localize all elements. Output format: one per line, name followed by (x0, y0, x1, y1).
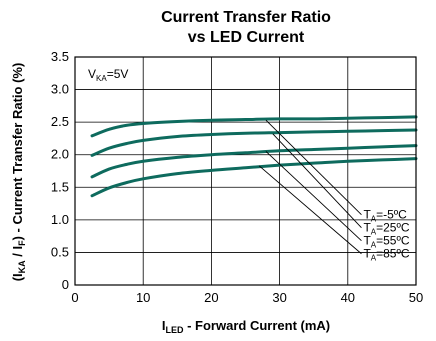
y-axis-label-p0: (I (10, 273, 25, 281)
y-tick-label: 3.0 (51, 82, 69, 97)
series-line-1 (90, 128, 418, 157)
legend-label-3: TA=85ºC (363, 247, 409, 263)
x-tick-label: 50 (409, 290, 423, 305)
x-tick-label: 40 (341, 290, 355, 305)
condition-rest: =5V (107, 67, 129, 81)
series-line-0 (90, 115, 418, 138)
chart-subtitle: vs LED Current (188, 29, 305, 46)
leader-line-1 (272, 133, 362, 228)
leader-line-0 (265, 119, 362, 215)
y-tick-label: 1.5 (51, 179, 69, 194)
y-tick-label: 2.0 (51, 147, 69, 162)
grid (75, 57, 416, 285)
leader-lines (258, 119, 362, 255)
series-line-3 (90, 157, 418, 198)
y-axis-label-p4: ) - Current Transfer Ratio (%) (10, 63, 25, 241)
y-axis-label: (IKA / IF) - Current Transfer Ratio (%) (10, 63, 27, 282)
chart-title: Current Transfer Ratio (161, 9, 331, 26)
x-tick-label: 0 (71, 290, 78, 305)
legend-label-2: TA=55ºC (363, 234, 409, 250)
y-tick-label: 0 (62, 277, 69, 292)
x-axis-label-rest: - Forward Current (mA) (184, 318, 331, 333)
y-axis-label-sub1: KA (17, 260, 27, 273)
y-axis-label-sub2: F (17, 240, 27, 246)
x-tick-label: 20 (204, 290, 218, 305)
y-axis-label-p2: / I (10, 246, 25, 260)
x-axis-label: ILED - Forward Current (mA) (162, 318, 330, 335)
leader-line-2 (265, 151, 362, 242)
condition-main: V (88, 67, 96, 81)
plot-frame (74, 56, 417, 286)
leader-line-3 (258, 165, 362, 255)
legend-label-0: TA=-5ºC (363, 208, 407, 224)
legend-label-1: TA=25ºC (363, 221, 409, 237)
x-axis-ticks: 0 10 20 30 40 50 (71, 290, 423, 305)
x-tick-label: 30 (272, 290, 286, 305)
curves (90, 115, 418, 198)
y-tick-label: 0.5 (51, 244, 69, 259)
x-tick-label: 10 (136, 290, 150, 305)
condition-sub: KA (96, 74, 107, 83)
y-axis-ticks: 0 0.5 1.0 1.5 2.0 2.5 3.0 3.5 (51, 49, 69, 292)
series-line-2 (90, 144, 418, 179)
y-tick-label: 1.0 (51, 212, 69, 227)
condition-label: VKA=5V (88, 67, 128, 83)
x-axis-label-sub: LED (166, 325, 185, 335)
y-tick-label: 3.5 (51, 49, 69, 64)
y-tick-label: 2.5 (51, 114, 69, 129)
x-axis-label-main: I (162, 318, 166, 333)
